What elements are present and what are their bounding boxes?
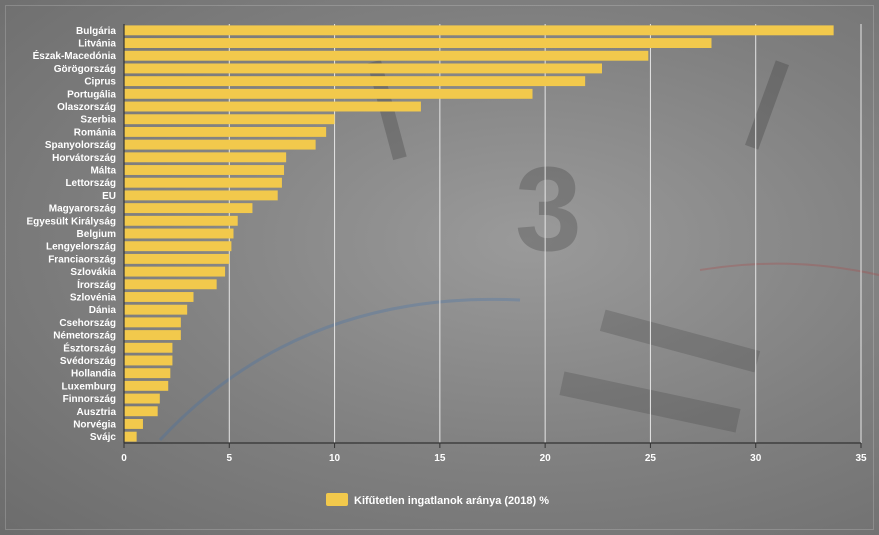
bar-8[interactable] bbox=[124, 126, 327, 137]
chart-frame bbox=[5, 5, 874, 530]
category-label-25: Észtország bbox=[63, 341, 116, 354]
bar-28[interactable] bbox=[124, 380, 169, 391]
bars-group bbox=[124, 25, 834, 442]
bar-10[interactable] bbox=[124, 152, 287, 163]
category-label-15: Egyesült Királyság bbox=[27, 216, 116, 227]
bar-23[interactable] bbox=[124, 317, 181, 328]
category-label-24: Németország bbox=[53, 331, 116, 342]
category-label-30: Ausztria bbox=[77, 407, 117, 418]
category-label-17: Lengyelország bbox=[46, 242, 116, 253]
bar-27[interactable] bbox=[124, 368, 171, 379]
category-label-32: Svájc bbox=[90, 432, 117, 443]
category-label-0: Bulgária bbox=[76, 26, 116, 37]
bar-14[interactable] bbox=[124, 203, 253, 214]
bar-1[interactable] bbox=[124, 38, 712, 48]
category-label-7: Szerbia bbox=[80, 115, 116, 126]
x-tick-30: 30 bbox=[750, 453, 762, 464]
bar-20[interactable] bbox=[124, 279, 217, 290]
category-label-13: EU bbox=[102, 191, 116, 202]
category-label-26: Svédország bbox=[60, 356, 116, 367]
bar-7[interactable] bbox=[124, 114, 335, 125]
category-label-21: Szlovénia bbox=[70, 292, 117, 303]
bar-9[interactable] bbox=[124, 139, 316, 150]
category-label-31: Norvégia bbox=[73, 419, 116, 430]
bar-32[interactable] bbox=[124, 431, 137, 442]
category-label-4: Ciprus bbox=[84, 77, 116, 88]
bar-2[interactable] bbox=[124, 50, 649, 61]
category-label-16: Belgium bbox=[77, 229, 117, 240]
bar-17[interactable] bbox=[124, 241, 232, 252]
bar-6[interactable] bbox=[124, 101, 421, 112]
x-tick-0: 0 bbox=[121, 453, 127, 464]
bar-29[interactable] bbox=[124, 393, 160, 404]
category-label-3: Görögország bbox=[54, 64, 116, 75]
bar-13[interactable] bbox=[124, 190, 278, 201]
bar-19[interactable] bbox=[124, 266, 226, 277]
category-label-22: Dánia bbox=[89, 305, 117, 316]
background-clock-decoration: 3 bbox=[158, 59, 879, 442]
x-tick-10: 10 bbox=[329, 453, 341, 464]
category-label-18: Franciaország bbox=[48, 254, 116, 265]
bar-11[interactable] bbox=[124, 165, 285, 175]
category-label-27: Hollandia bbox=[71, 369, 116, 380]
category-label-29: Finnország bbox=[63, 394, 116, 405]
x-tick-15: 15 bbox=[434, 453, 446, 464]
bar-21[interactable] bbox=[124, 292, 194, 302]
bar-3[interactable] bbox=[124, 63, 602, 74]
category-label-19: Szlovákia bbox=[70, 267, 116, 278]
x-tick-20: 20 bbox=[540, 453, 552, 464]
legend[interactable]: Kifűtetlen ingatlanok aránya (2018) % bbox=[326, 493, 549, 507]
category-label-2: Észak-Macedónia bbox=[33, 49, 117, 62]
bar-16[interactable] bbox=[124, 228, 234, 239]
bar-30[interactable] bbox=[124, 406, 158, 417]
bar-25[interactable] bbox=[124, 342, 173, 353]
category-label-23: Csehország bbox=[59, 318, 116, 329]
category-label-12: Lettország bbox=[65, 178, 116, 189]
category-label-20: Írország bbox=[77, 278, 116, 291]
category-label-6: Olaszország bbox=[57, 102, 116, 113]
bar-18[interactable] bbox=[124, 253, 230, 264]
bar-24[interactable] bbox=[124, 330, 181, 341]
x-tick-35: 35 bbox=[855, 453, 867, 464]
category-label-5: Portugália bbox=[67, 89, 116, 100]
legend-label: Kifűtetlen ingatlanok aránya (2018) % bbox=[354, 495, 549, 507]
axes bbox=[123, 24, 862, 448]
x-tick-5: 5 bbox=[227, 453, 233, 464]
category-label-14: Magyarország bbox=[49, 204, 116, 215]
bar-22[interactable] bbox=[124, 304, 188, 315]
x-tick-25: 25 bbox=[645, 453, 657, 464]
bar-5[interactable] bbox=[124, 88, 533, 99]
x-tick-labels: 0 5 10 15 20 25 30 35 bbox=[121, 453, 867, 464]
category-label-8: Románia bbox=[74, 127, 117, 138]
bar-12[interactable] bbox=[124, 177, 282, 188]
legend-swatch bbox=[326, 493, 348, 506]
category-label-28: Luxemburg bbox=[62, 381, 116, 392]
bar-31[interactable] bbox=[124, 419, 143, 429]
category-label-10: Horvátország bbox=[52, 153, 116, 164]
bar-0[interactable] bbox=[124, 25, 834, 36]
category-label-11: Málta bbox=[90, 166, 116, 177]
category-label-1: Litvánia bbox=[78, 39, 116, 50]
category-label-9: Spanyolország bbox=[45, 140, 116, 151]
bar-15[interactable] bbox=[124, 215, 238, 226]
bar-4[interactable] bbox=[124, 76, 586, 87]
svg-text:3: 3 bbox=[515, 142, 582, 276]
bar-26[interactable] bbox=[124, 355, 173, 366]
